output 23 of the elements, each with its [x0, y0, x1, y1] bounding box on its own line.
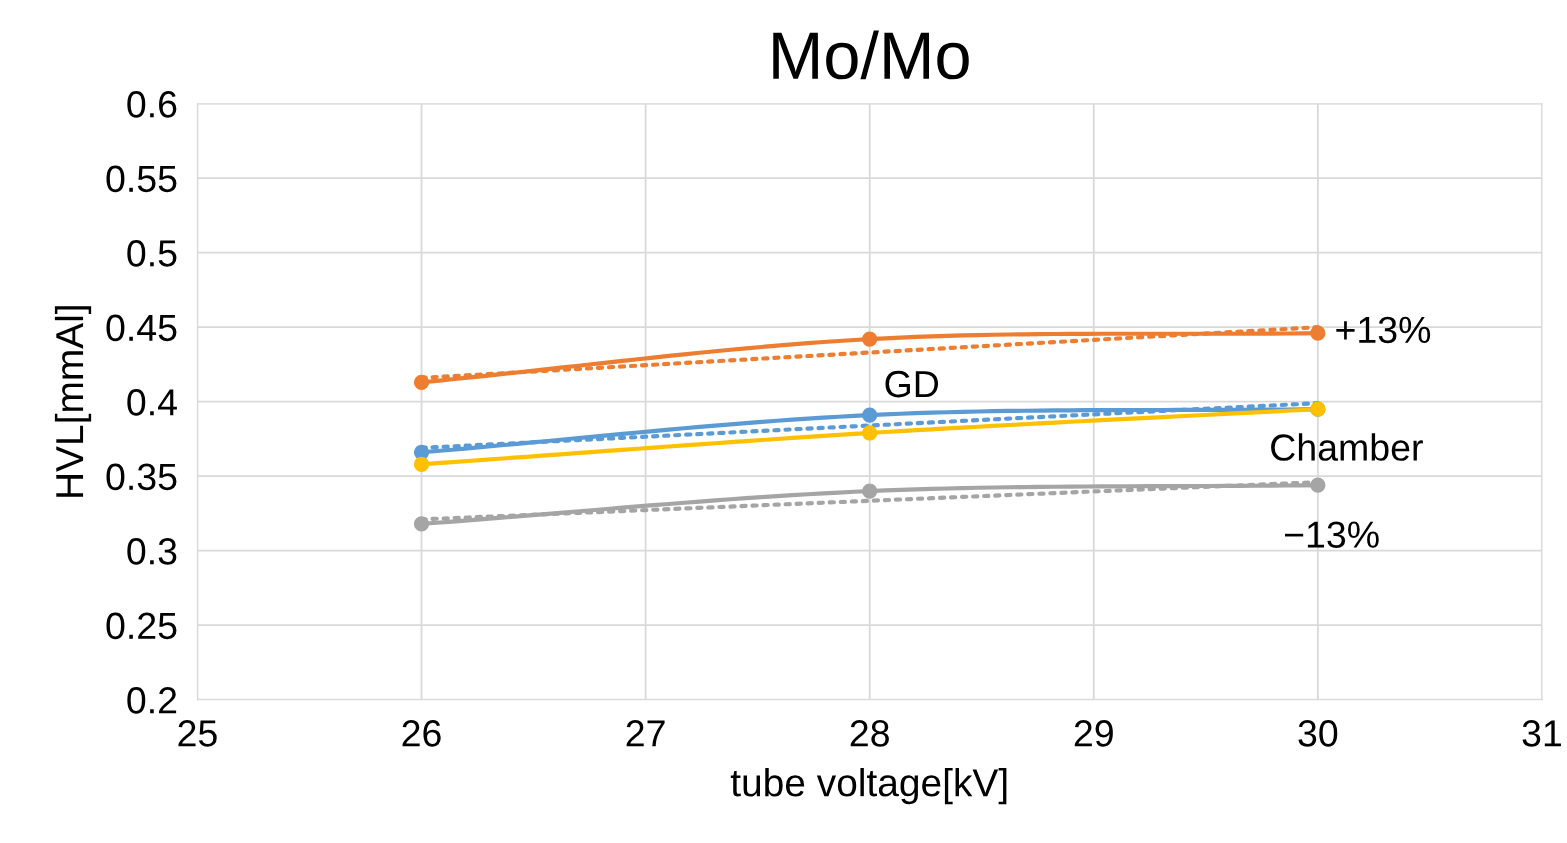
x-tick-label: 29	[1074, 720, 1113, 747]
series-label: GD	[885, 370, 939, 398]
y-axis-title: HVL[mmAl]	[54, 306, 92, 497]
y-tick-label: 0.6	[127, 91, 177, 118]
x-tick-label: 27	[626, 720, 665, 747]
x-axis-title: tube voltage[kV]	[730, 767, 1007, 805]
x-tick-label: 28	[850, 720, 889, 747]
x-tick-label: 30	[1298, 720, 1338, 747]
series-label: Chamber	[1271, 433, 1423, 461]
chart-title: Mo/Mo	[773, 30, 969, 80]
y-tick-label: 0.45	[106, 314, 177, 342]
x-tick-label: 31	[1522, 720, 1561, 747]
y-tick-label: 0.35	[106, 463, 177, 491]
y-tick-label: 0.55	[106, 165, 177, 193]
x-tick-label: 25	[178, 720, 217, 747]
y-tick-label: 0.4	[127, 389, 177, 416]
y-tick-label: 0.25	[106, 612, 177, 640]
x-tick-label: 26	[402, 720, 441, 747]
series-label: +13%	[1336, 316, 1431, 344]
y-tick-label: 0.5	[127, 240, 177, 267]
y-tick-label: 0.3	[127, 538, 177, 565]
y-tick-label: 0.2	[127, 687, 177, 714]
series-label: −13%	[1284, 521, 1379, 548]
